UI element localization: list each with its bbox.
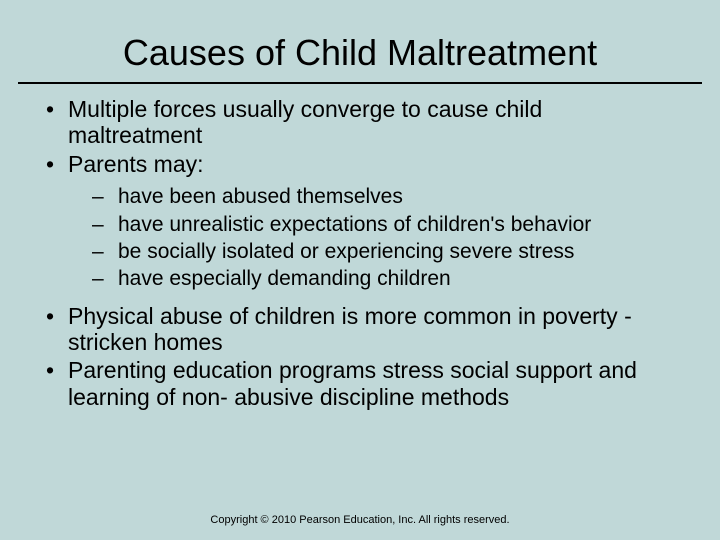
bullet-level2: be socially isolated or experiencing sev… [40,238,680,265]
slide-title: Causes of Child Maltreatment [0,0,720,82]
title-underline [18,82,702,84]
bullet-level1: Multiple forces usually converge to caus… [40,96,680,149]
bullet-level1: Parents may: [40,151,680,177]
bullet-level1: Physical abuse of children is more commo… [40,303,680,356]
slide: Causes of Child Maltreatment Multiple fo… [0,0,720,540]
bullet-level2: have been abused themselves [40,183,680,210]
bullet-level2: have especially demanding children [40,265,680,292]
slide-content: Multiple forces usually converge to caus… [0,96,720,410]
bullet-level2: have unrealistic expectations of childre… [40,211,680,238]
copyright-footer: Copyright © 2010 Pearson Education, Inc.… [0,514,720,526]
bullet-level1: Parenting education programs stress soci… [40,357,680,410]
